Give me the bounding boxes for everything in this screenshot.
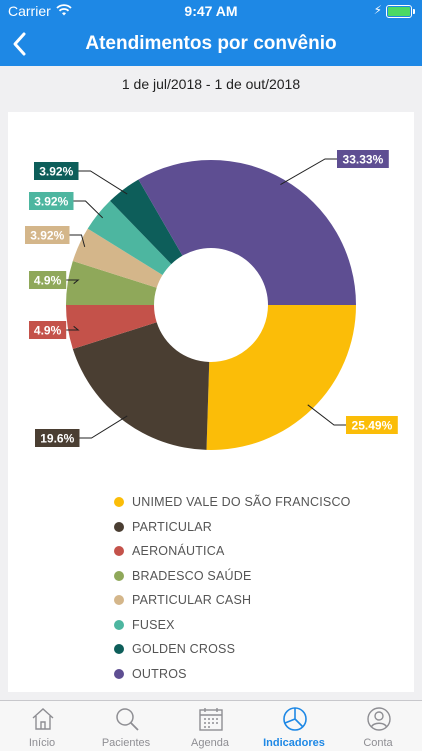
legend-item-bradesco-saude[interactable]: BRADESCO SAÚDE xyxy=(114,564,351,589)
legend-label: PARTICULAR CASH xyxy=(132,593,252,608)
tab-indicadores[interactable]: Indicadores xyxy=(252,701,336,751)
leader-line xyxy=(66,325,80,331)
legend-item-golden-cross[interactable]: GOLDEN CROSS xyxy=(114,637,351,662)
tab-label: Agenda xyxy=(191,737,229,749)
legend-label: OUTROS xyxy=(132,666,187,681)
tab-label: Indicadores xyxy=(263,737,325,749)
home-icon xyxy=(32,708,54,730)
user-icon xyxy=(367,707,391,731)
nav-bar: Atendimentos por convênio xyxy=(0,22,422,66)
chevron-left-icon xyxy=(13,32,26,56)
legend-label: BRADESCO SAÚDE xyxy=(132,568,252,583)
tab-label: Conta xyxy=(363,737,393,749)
tab-conta[interactable]: Conta xyxy=(336,701,420,751)
data-label-box xyxy=(29,271,67,289)
status-bar: Carrier 9:47 AM ⚡ xyxy=(0,0,422,22)
data-label-box xyxy=(29,192,74,210)
data-label: 25.49% xyxy=(352,419,393,433)
data-label-box xyxy=(34,162,79,180)
legend-swatch xyxy=(114,644,124,655)
legend-item-outros[interactable]: OUTROS xyxy=(114,662,351,687)
data-label-box xyxy=(25,226,70,244)
pie-slice-unimed-vale-do-sao-francisco[interactable] xyxy=(206,305,356,450)
legend-label: GOLDEN CROSS xyxy=(132,642,236,657)
data-label: 19.6% xyxy=(40,432,74,446)
leader-line xyxy=(79,415,128,439)
data-label: 4.9% xyxy=(34,324,62,338)
tab-label: Início xyxy=(28,737,56,749)
tab-bar: Início Pacientes Agenda Indicadores Cont… xyxy=(0,700,422,751)
legend-label: FUSEX xyxy=(132,617,175,632)
tab-agenda[interactable]: Agenda xyxy=(168,701,252,751)
leader-line xyxy=(69,234,86,248)
status-time: 9:47 AM xyxy=(184,3,238,19)
legend-item-particular-cash[interactable]: PARTICULAR CASH xyxy=(114,588,351,613)
pie-slice-particular-cash[interactable] xyxy=(72,228,163,288)
leader-line xyxy=(307,404,346,426)
calendar-icon xyxy=(199,708,223,731)
leader-line xyxy=(66,279,80,285)
data-label: 3.92% xyxy=(34,195,68,209)
chart-card: 25.49% 19.6% 4.9% 4.9% 3.92% 3.92% 3.92% 33.33%… xyxy=(8,112,414,692)
pie-slice-bradesco-saude[interactable] xyxy=(66,261,157,305)
legend-item-particular[interactable]: PARTICULAR xyxy=(114,515,351,540)
data-label-box xyxy=(29,321,67,339)
legend-item-fusex[interactable]: FUSEX xyxy=(114,613,351,638)
data-label-box xyxy=(337,150,389,168)
data-label: 3.92% xyxy=(30,229,64,243)
carrier-label: Carrier xyxy=(8,3,51,19)
pie-slice-fusex[interactable] xyxy=(87,200,172,275)
legend-item-aeronautica[interactable]: AERONÁUTICA xyxy=(114,539,351,564)
date-range-label: 1 de jul/2018 - 1 de out/2018 xyxy=(0,66,422,102)
leader-line xyxy=(73,200,104,219)
legend-swatch xyxy=(114,497,124,508)
legend-label: UNIMED VALE DO SÃO FRANCISCO xyxy=(132,495,351,510)
legend-swatch xyxy=(114,570,124,581)
donut-chart: 25.49% 19.6% 4.9% 4.9% 3.92% 3.92% 3.92% 33.33% xyxy=(25,150,398,450)
wifi-icon xyxy=(56,3,72,20)
page-title: Atendimentos por convênio xyxy=(85,33,337,54)
pie-slice-golden-cross[interactable] xyxy=(110,179,183,265)
legend-label: PARTICULAR xyxy=(132,519,213,534)
legend-swatch xyxy=(114,595,124,606)
legend-swatch xyxy=(114,521,124,532)
data-label: 33.33% xyxy=(343,153,384,167)
search-icon xyxy=(116,708,139,731)
pie-chart-icon xyxy=(283,707,307,731)
leader-line xyxy=(78,170,128,195)
data-label: 3.92% xyxy=(39,165,73,179)
legend-swatch xyxy=(114,668,124,679)
tab-inicio[interactable]: Início xyxy=(0,701,84,751)
data-label: 4.9% xyxy=(34,274,62,288)
back-button[interactable] xyxy=(6,22,36,66)
charging-icon: ⚡ xyxy=(373,3,382,17)
chart-legend: UNIMED VALE DO SÃO FRANCISCO PARTICULAR AE… xyxy=(114,490,351,686)
data-label-box xyxy=(346,416,398,434)
pie-slice-aeronautica[interactable] xyxy=(66,305,157,349)
battery-icon xyxy=(386,5,415,18)
tab-label: Pacientes xyxy=(101,737,151,749)
leader-line xyxy=(280,158,337,186)
legend-swatch xyxy=(114,619,124,630)
tab-pacientes[interactable]: Pacientes xyxy=(84,701,168,751)
legend-label: AERONÁUTICA xyxy=(132,544,225,559)
pie-slice-particular[interactable] xyxy=(72,322,210,450)
legend-item-unimed-vale-do-sao-francisco[interactable]: UNIMED VALE DO SÃO FRANCISCO xyxy=(114,490,351,515)
pie-slice-outros[interactable] xyxy=(138,160,356,305)
data-label-box xyxy=(35,429,80,447)
legend-swatch xyxy=(114,546,124,557)
